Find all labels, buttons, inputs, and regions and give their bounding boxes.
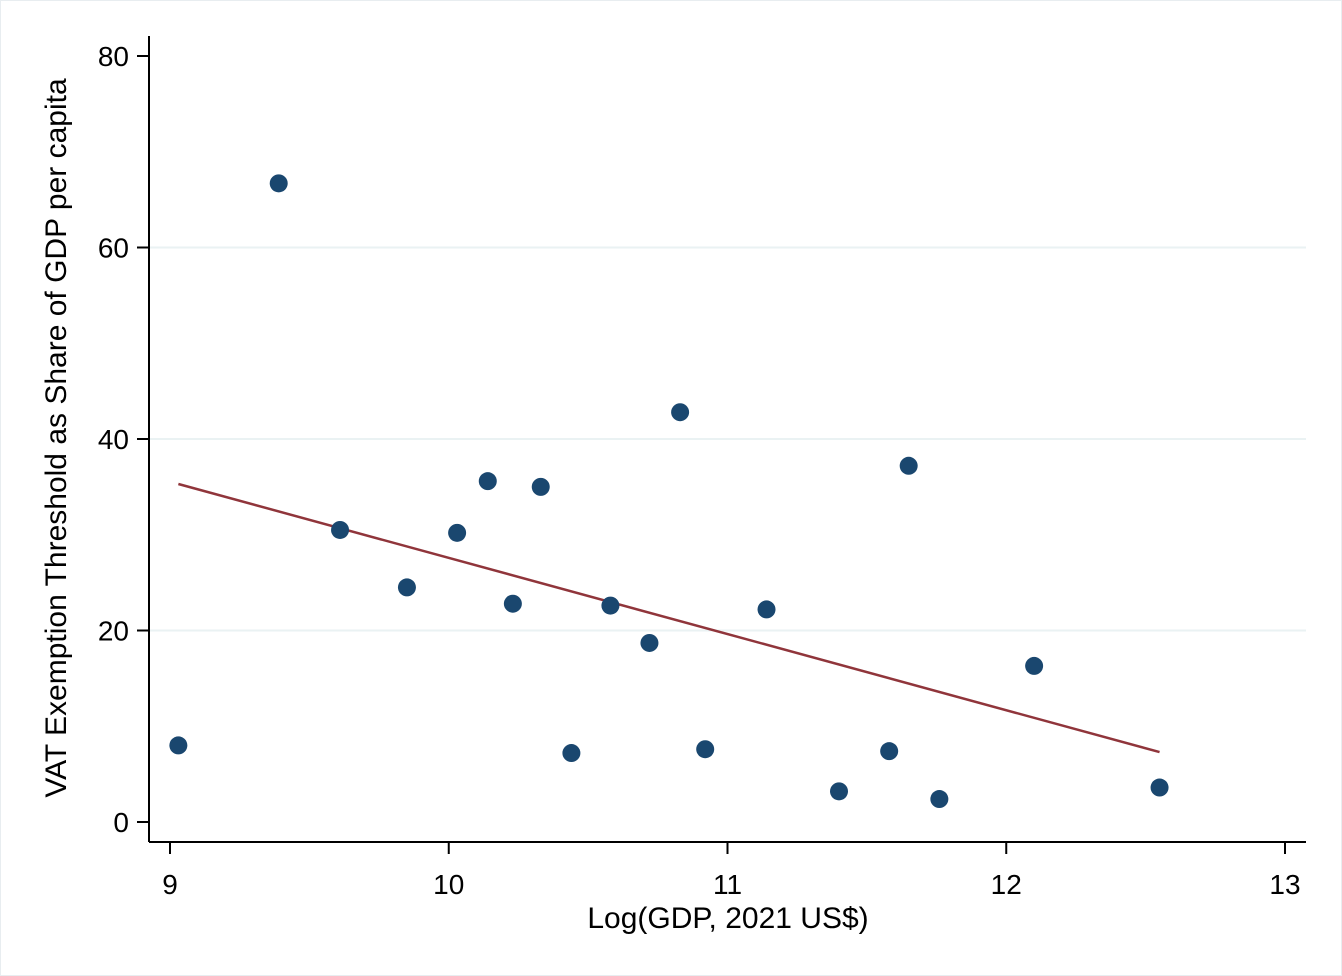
x-tick-label-12: 12	[991, 869, 1022, 900]
data-point-10	[601, 596, 620, 615]
data-point-16	[880, 742, 899, 761]
data-point-19	[1025, 656, 1044, 675]
data-point-11	[640, 633, 659, 652]
gridlines	[149, 246, 1306, 632]
data-point-17	[899, 456, 918, 475]
data-point-5	[448, 523, 467, 542]
y-axis-title: VAT Exemption Threshold as Share of GDP …	[40, 78, 73, 798]
data-point-8	[531, 477, 550, 496]
x-tick-label-10: 10	[433, 869, 464, 900]
data-point-9	[562, 744, 581, 763]
x-tick-label-13: 13	[1269, 869, 1300, 900]
y-tick-label-60: 60	[98, 233, 129, 264]
data-points	[169, 174, 1169, 809]
data-point-14	[757, 600, 776, 619]
data-point-15	[830, 782, 848, 801]
data-point-20	[1150, 778, 1169, 797]
data-point-6	[478, 472, 497, 491]
y-tick-label-20: 20	[98, 616, 129, 647]
x-axis-title: Log(GDP, 2021 US$)	[587, 902, 868, 935]
data-point-3	[331, 520, 350, 539]
y-tick-label-0: 0	[113, 807, 129, 838]
data-point-12	[671, 403, 690, 422]
x-tick-label-9: 9	[162, 869, 178, 900]
data-point-13	[696, 740, 715, 759]
x-tick-label-11: 11	[713, 869, 742, 900]
data-point-7	[503, 594, 522, 613]
data-point-2	[269, 174, 288, 193]
data-point-4	[397, 578, 416, 597]
ticks: 0 20 40 60 80 9 10 11 12 13	[98, 41, 1301, 900]
data-point-1	[169, 736, 188, 755]
y-tick-label-40: 40	[98, 424, 129, 455]
data-point-18	[930, 790, 949, 809]
y-tick-label-80: 80	[98, 41, 129, 72]
